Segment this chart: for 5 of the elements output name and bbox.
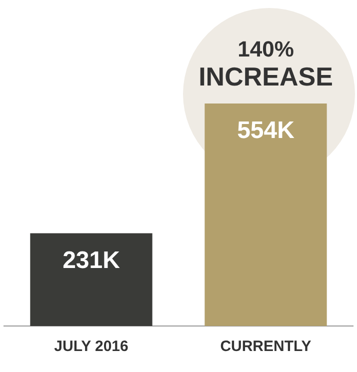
x-tick-label: CURRENTLY: [220, 338, 312, 356]
data-label: 554K: [237, 117, 296, 144]
x-tick-label: JULY 2016: [54, 338, 128, 356]
data-label: 231K: [62, 246, 121, 274]
text: 140% INCREASE: [198, 36, 333, 92]
